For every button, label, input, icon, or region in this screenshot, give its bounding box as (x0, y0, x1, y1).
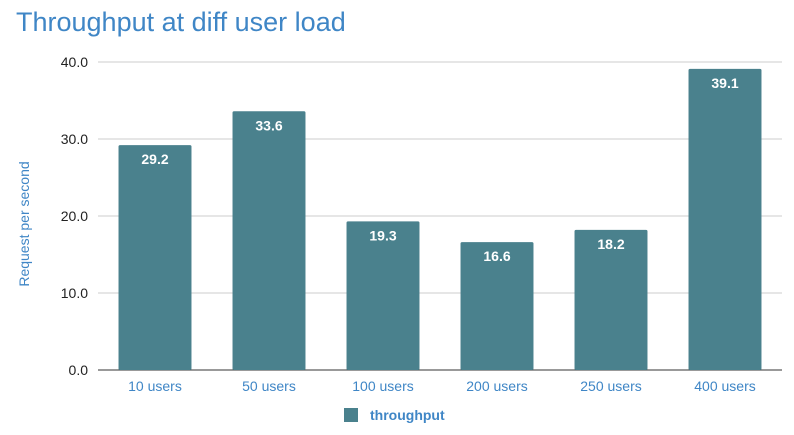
x-tick-label: 100 users (352, 378, 413, 394)
bar (688, 68, 762, 371)
x-tick-label: 50 users (242, 378, 296, 394)
bar-value-label: 33.6 (255, 117, 282, 133)
bars (118, 68, 762, 371)
x-tick-label: 400 users (694, 378, 755, 394)
bar-value-label: 18.2 (597, 236, 624, 252)
y-tick-label: 30.0 (61, 131, 88, 147)
y-tick-label: 10.0 (61, 285, 88, 301)
data-labels: 29.2 33.6 19.3 16.6 18.2 39.1 (141, 75, 738, 264)
y-tick-label: 40.0 (61, 54, 88, 70)
legend-label: throughput (370, 407, 445, 423)
bar-value-label: 29.2 (141, 151, 168, 167)
bar (232, 111, 306, 370)
bar-value-label: 39.1 (711, 75, 738, 91)
y-axis-label: Request per second (16, 161, 32, 286)
bar (574, 229, 648, 370)
bar-value-label: 19.3 (369, 227, 396, 243)
x-tick-label: 10 users (128, 378, 182, 394)
chart-title: Throughput at diff user load (16, 7, 346, 37)
gridlines (98, 61, 782, 371)
bar (460, 242, 534, 370)
x-tick-label: 200 users (466, 378, 527, 394)
bar-value-label: 16.6 (483, 248, 510, 264)
bar (118, 145, 192, 370)
y-tick-label: 0.0 (69, 362, 89, 378)
y-axis-ticks: 0.0 10.0 20.0 30.0 40.0 (61, 54, 88, 378)
legend-swatch (344, 408, 358, 422)
bar (346, 221, 420, 370)
x-tick-label: 250 users (580, 378, 641, 394)
y-tick-label: 20.0 (61, 208, 88, 224)
legend: throughput (344, 407, 445, 423)
x-axis-ticks: 10 users 50 users 100 users 200 users 250 us… (128, 378, 756, 394)
